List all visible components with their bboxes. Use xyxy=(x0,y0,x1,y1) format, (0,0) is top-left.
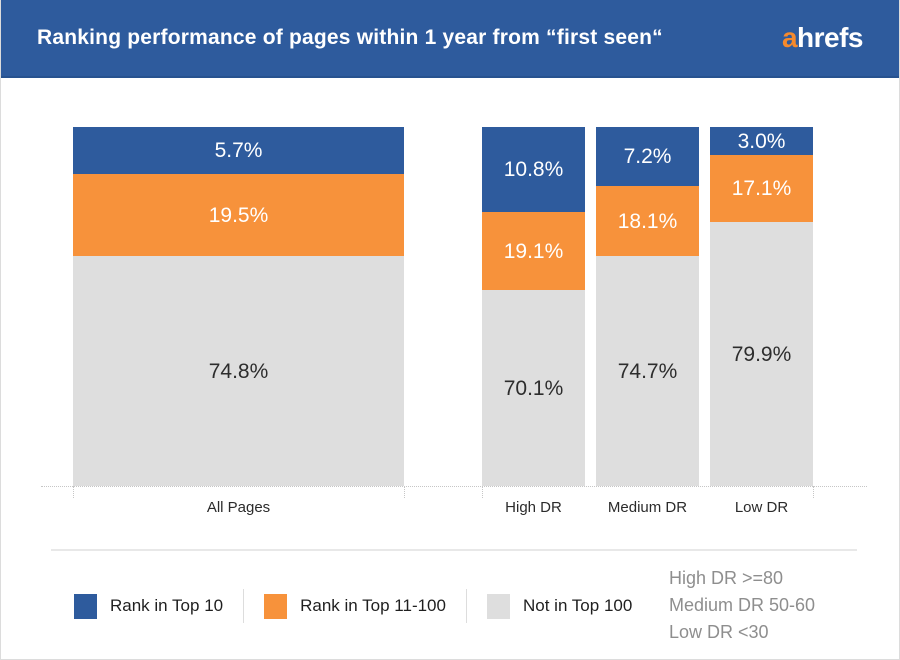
axis-tick xyxy=(813,486,814,498)
axis-tick xyxy=(404,486,405,498)
value-label: 74.7% xyxy=(617,359,678,383)
segment-rank-in-top-11-100: 18.1% xyxy=(596,186,699,256)
legend-swatch xyxy=(486,593,510,619)
segment-rank-in-top-10: 10.8% xyxy=(482,127,585,212)
note-line: Medium DR 50-60 xyxy=(669,595,816,615)
note-line: Low DR <30 xyxy=(669,622,769,642)
legend: Rank in Top 10 Rank in Top 11-100 Not in T… xyxy=(74,586,632,626)
axis-label-low-dr: Low DR xyxy=(734,499,789,516)
ahrefs-logo-accent: a xyxy=(781,22,798,53)
legend-label: Rank in Top 11-100 xyxy=(300,596,446,615)
legend-item-rank-in-top-11-100: Rank in Top 11-100 xyxy=(264,593,446,619)
segment-not-in-top-100: 79.9% xyxy=(710,222,813,486)
legend-swatch xyxy=(74,593,97,619)
legend-item-rank-in-top-10: Rank in Top 10 xyxy=(74,593,224,619)
bar-low-dr: 3.0% 17.1% 79.9% xyxy=(710,127,813,486)
x-axis-baseline xyxy=(41,486,867,487)
chart-title: Ranking performance of pages within 1 ye… xyxy=(37,26,663,49)
segment-rank-in-top-10: 7.2% xyxy=(596,127,699,186)
ahrefs-logo: ahrefs xyxy=(781,22,864,54)
header: Ranking performance of pages within 1 ye… xyxy=(1,0,899,78)
legend-item-not-in-top-100: Not in Top 100 xyxy=(486,593,633,619)
segment-rank-in-top-11-100: 17.1% xyxy=(710,155,813,222)
axis-label-all-pages: All Pages xyxy=(206,499,271,516)
bar-high-dr: 10.8% 19.1% 70.1% xyxy=(482,127,585,486)
legend-separator xyxy=(465,589,467,623)
segment-not-in-top-100: 74.8% xyxy=(73,256,404,486)
value-label: 79.9% xyxy=(731,342,792,366)
value-label: 17.1% xyxy=(731,177,792,200)
value-label: 10.8% xyxy=(503,158,564,181)
value-label: 3.0% xyxy=(737,129,786,153)
legend-label: Not in Top 100 xyxy=(522,596,633,615)
axis-label-medium-dr: Medium DR xyxy=(607,499,688,516)
segment-rank-in-top-10: 3.0% xyxy=(710,127,813,155)
ahrefs-logo-text: hrefs xyxy=(797,22,863,53)
value-label: 19.1% xyxy=(503,239,564,263)
bar-medium-dr: 7.2% 18.1% 74.7% xyxy=(596,127,699,486)
axis-tick xyxy=(482,486,483,498)
value-label: 74.8% xyxy=(208,359,269,383)
value-label: 18.1% xyxy=(617,209,678,233)
value-label: 7.2% xyxy=(623,145,672,168)
axis-label-high-dr: High DR xyxy=(505,499,562,516)
legend-separator xyxy=(243,589,245,623)
segment-not-in-top-100: 70.1% xyxy=(482,290,585,486)
segment-rank-in-top-11-100: 19.5% xyxy=(73,174,404,256)
legend-swatch xyxy=(264,593,288,619)
bar-all-pages: 5.7% 19.5% 74.8% xyxy=(73,127,404,486)
segment-rank-in-top-11-100: 19.1% xyxy=(482,212,585,290)
value-label: 19.5% xyxy=(208,203,269,227)
dr-notes: High DR >=80 Medium DR 50-60 Low DR <30 xyxy=(669,565,815,646)
note-line: High DR >=80 xyxy=(669,568,784,588)
footer-divider xyxy=(51,549,857,551)
axis-tick xyxy=(73,486,74,498)
segment-rank-in-top-10: 5.7% xyxy=(73,127,404,174)
segment-not-in-top-100: 74.7% xyxy=(596,256,699,486)
value-label: 5.7% xyxy=(214,139,263,162)
legend-label: Rank in Top 10 xyxy=(110,596,224,615)
value-label: 70.1% xyxy=(503,376,564,400)
